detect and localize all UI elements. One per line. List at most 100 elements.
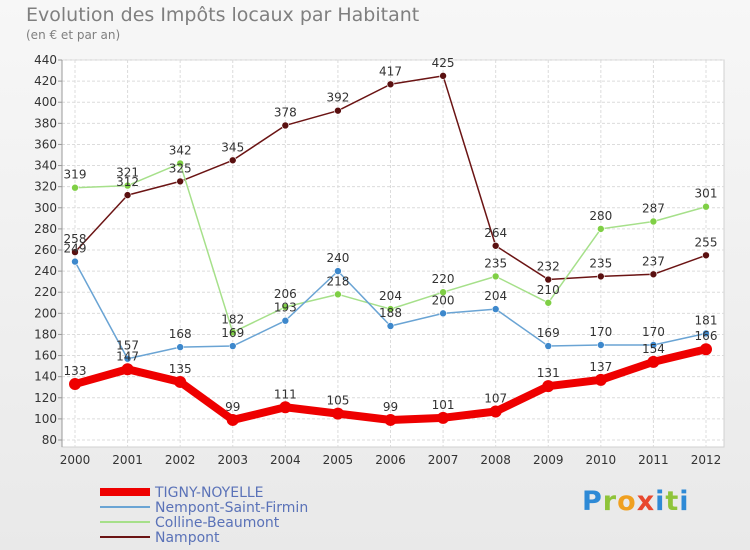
data-point xyxy=(439,309,447,318)
data-label: 166 xyxy=(695,329,718,343)
data-point xyxy=(649,217,658,226)
data-point xyxy=(176,159,184,168)
data-label: 425 xyxy=(432,56,455,70)
data-label: 169 xyxy=(221,326,244,340)
data-point xyxy=(121,363,134,376)
data-point xyxy=(647,355,660,368)
data-point xyxy=(544,275,553,284)
data-label: 392 xyxy=(326,91,349,105)
data-label: 101 xyxy=(432,398,455,412)
chart-subtitle: (en € et par an) xyxy=(26,28,121,42)
data-label: 131 xyxy=(537,366,560,380)
data-point xyxy=(544,342,553,350)
data-point xyxy=(437,411,450,424)
y-axis: 80 100 120 140 160 180 200 220 240 260 280 300 320 34… xyxy=(34,53,63,447)
data-point xyxy=(491,241,500,250)
chart-title: Evolution des Impôts locaux par Habitant xyxy=(26,4,420,26)
data-point xyxy=(649,270,658,279)
data-point xyxy=(281,121,290,130)
y-tick-label: 260 xyxy=(34,243,57,257)
data-label: 287 xyxy=(642,202,665,216)
data-label: 154 xyxy=(642,342,665,356)
data-label: 168 xyxy=(169,327,192,341)
data-label: 99 xyxy=(225,400,240,414)
data-label: 105 xyxy=(326,394,349,408)
y-tick-label: 420 xyxy=(34,74,57,88)
data-point xyxy=(176,177,184,186)
y-tick-label: 320 xyxy=(34,180,57,194)
data-point xyxy=(700,343,712,356)
data-label: 147 xyxy=(116,349,139,363)
data-label: 181 xyxy=(695,313,718,327)
y-tick-label: 120 xyxy=(34,391,57,405)
proxiti-logo: Proxiti xyxy=(582,486,690,517)
data-label: 169 xyxy=(537,326,560,340)
data-label: 417 xyxy=(379,64,402,78)
x-tick-label: 2003 xyxy=(217,453,248,467)
data-label: 240 xyxy=(326,251,349,265)
data-point xyxy=(226,413,239,426)
x-tick-label: 2007 xyxy=(428,453,459,467)
y-tick-label: 220 xyxy=(34,285,57,299)
y-tick-label: 180 xyxy=(34,327,57,341)
data-label: 99 xyxy=(383,400,398,414)
x-axis: 2000 2001 2002 2003 2004 2005 2006 2007 2008 2009… xyxy=(60,453,722,467)
y-tick-label: 200 xyxy=(34,306,57,320)
data-point xyxy=(491,272,500,281)
y-tick-label: 240 xyxy=(34,264,57,278)
y-tick-label: 400 xyxy=(34,95,57,109)
data-label: 378 xyxy=(274,105,297,119)
data-label: 319 xyxy=(64,168,87,182)
data-point xyxy=(174,375,187,388)
y-tick-label: 140 xyxy=(34,370,57,384)
y-tick-label: 160 xyxy=(34,349,57,363)
legend-label: Nempont-Saint-Firmin xyxy=(155,500,308,516)
data-point xyxy=(489,405,502,418)
data-point xyxy=(334,290,342,299)
data-point xyxy=(597,272,605,281)
data-point xyxy=(386,305,395,313)
data-point xyxy=(279,401,292,414)
x-tick-label: 2002 xyxy=(165,453,196,467)
data-point xyxy=(334,106,342,115)
x-tick-label: 2009 xyxy=(533,453,564,467)
series-layer xyxy=(69,72,712,426)
data-label: 111 xyxy=(274,387,297,401)
data-label: 135 xyxy=(169,362,192,376)
data-label: 301 xyxy=(695,187,718,201)
data-point xyxy=(491,305,500,313)
x-tick-label: 2000 xyxy=(60,453,91,467)
data-label: 193 xyxy=(274,301,297,315)
data-point xyxy=(228,342,237,350)
data-label: 200 xyxy=(432,293,455,307)
data-point xyxy=(71,183,79,192)
data-point xyxy=(123,181,132,190)
data-point xyxy=(597,341,605,349)
x-tick-label: 2006 xyxy=(375,453,406,467)
x-tick-label: 2012 xyxy=(691,453,722,467)
data-point xyxy=(228,156,237,165)
data-point xyxy=(281,316,290,325)
data-label: 170 xyxy=(642,325,665,339)
data-label: 258 xyxy=(64,232,87,246)
plot-area xyxy=(61,59,725,448)
data-point xyxy=(439,288,447,297)
data-point xyxy=(71,257,79,266)
data-point xyxy=(69,378,81,391)
data-label: 182 xyxy=(221,312,244,326)
data-label: 220 xyxy=(432,272,455,286)
legend-label: Nampont xyxy=(155,530,220,546)
data-point xyxy=(228,328,237,337)
x-tick-label: 2004 xyxy=(270,453,301,467)
data-label: 210 xyxy=(537,283,560,297)
data-point xyxy=(281,303,290,311)
data-point xyxy=(649,341,658,349)
data-label: 235 xyxy=(484,256,507,270)
x-tick-label: 2001 xyxy=(112,453,143,467)
data-point xyxy=(702,251,710,260)
data-label: 280 xyxy=(589,209,612,223)
grid-lines xyxy=(62,59,724,447)
data-point xyxy=(331,407,344,420)
data-label: 206 xyxy=(274,287,297,301)
data-label: 107 xyxy=(484,392,507,406)
